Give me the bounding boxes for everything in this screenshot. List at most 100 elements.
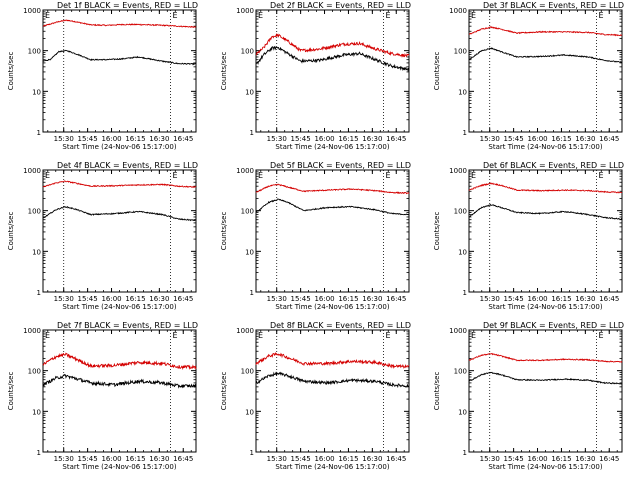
x-axis-label: Start Time (24-Nov-06 15:17:00) xyxy=(488,303,602,311)
x-tick-label: 15:30 xyxy=(480,455,500,463)
chart-panel-4: Det 4f BLACK = Events, RED = LLD Counts/s… xyxy=(7,161,198,311)
x-tick-label: 15:30 xyxy=(54,295,74,303)
y-tick-label: 1 xyxy=(463,449,467,457)
y-tick-label: 10 xyxy=(458,88,467,96)
plot-frame xyxy=(42,9,197,133)
x-tick-label: 15:45 xyxy=(504,135,524,143)
events-series-line xyxy=(255,198,410,216)
x-tick-label: 16:45 xyxy=(173,135,193,143)
lld-series-line xyxy=(468,182,623,194)
x-tick-label: 15:45 xyxy=(504,295,524,303)
x-tick-label: 16:00 xyxy=(527,455,547,463)
y-axis-label: Counts/sec xyxy=(220,212,228,251)
y-tick-label: 1 xyxy=(37,129,41,137)
y-tick-label: 100 xyxy=(241,48,254,56)
lld-series-line xyxy=(468,26,623,37)
y-tick-label: 1000 xyxy=(449,7,467,15)
x-axis-label: Start Time (24-Nov-06 15:17:00) xyxy=(62,143,176,151)
chart-panel-7: Det 7f BLACK = Events, RED = LLD Counts/s… xyxy=(7,321,198,471)
event-marker: E xyxy=(45,331,50,340)
x-axis-label: Start Time (24-Nov-06 15:17:00) xyxy=(62,303,176,311)
x-axis-label: Start Time (24-Nov-06 15:17:00) xyxy=(275,463,389,471)
x-tick-label: 15:45 xyxy=(291,295,311,303)
events-series-line xyxy=(255,45,410,73)
lld-series-line xyxy=(255,183,410,195)
lld-series-line xyxy=(42,19,197,29)
event-marker: E xyxy=(258,11,263,20)
y-axis-label: Counts/sec xyxy=(433,372,441,411)
chart-title: Det 6f BLACK = Events, RED = LLD xyxy=(483,161,624,170)
event-marker: E xyxy=(599,11,604,20)
events-series-line xyxy=(468,371,623,385)
y-tick-label: 10 xyxy=(245,408,254,416)
y-tick-label: 1000 xyxy=(236,327,254,335)
x-tick-label: 16:15 xyxy=(338,295,358,303)
x-tick-label: 15:30 xyxy=(267,455,287,463)
x-tick-label: 16:45 xyxy=(599,135,619,143)
x-tick-label: 16:00 xyxy=(314,135,334,143)
event-marker: E xyxy=(45,11,50,20)
x-tick-label: 16:30 xyxy=(149,455,169,463)
x-tick-label: 15:45 xyxy=(78,135,98,143)
events-series-line xyxy=(468,203,623,221)
plot-frame xyxy=(468,329,623,453)
x-tick-label: 16:15 xyxy=(551,135,571,143)
y-tick-label: 100 xyxy=(241,208,254,216)
chart-panel-5: Det 5f BLACK = Events, RED = LLD Counts/s… xyxy=(220,161,411,311)
x-tick-label: 15:30 xyxy=(54,455,74,463)
y-axis-label: Counts/sec xyxy=(433,212,441,251)
y-axis-label: Counts/sec xyxy=(220,372,228,411)
y-tick-label: 100 xyxy=(28,368,41,376)
y-axis-label: Counts/sec xyxy=(220,52,228,91)
event-marker: E xyxy=(45,171,50,180)
x-tick-label: 15:30 xyxy=(267,135,287,143)
chart-panel-2: Det 2f BLACK = Events, RED = LLD Counts/s… xyxy=(220,1,411,151)
x-tick-label: 16:45 xyxy=(386,135,406,143)
y-tick-label: 10 xyxy=(245,248,254,256)
x-tick-label: 16:30 xyxy=(362,295,382,303)
y-tick-label: 1000 xyxy=(449,167,467,175)
plot-frame xyxy=(255,9,410,133)
x-tick-label: 16:45 xyxy=(599,455,619,463)
lld-series-line xyxy=(468,352,623,363)
event-marker: E xyxy=(258,331,263,340)
lld-series-line xyxy=(42,180,197,189)
y-tick-label: 1 xyxy=(463,289,467,297)
x-tick-label: 16:00 xyxy=(101,455,121,463)
y-axis-label: Counts/sec xyxy=(433,52,441,91)
y-tick-label: 1000 xyxy=(236,167,254,175)
y-axis-label: Counts/sec xyxy=(7,52,15,91)
x-tick-label: 15:45 xyxy=(78,455,98,463)
event-marker: E xyxy=(258,171,263,180)
chart-panel-8: Det 8f BLACK = Events, RED = LLD Counts/s… xyxy=(220,321,411,471)
events-series-line xyxy=(42,205,197,222)
chart-panel-6: Det 6f BLACK = Events, RED = LLD Counts/s… xyxy=(433,161,624,311)
event-marker: E xyxy=(173,171,178,180)
events-series-line xyxy=(468,47,623,64)
event-marker: E xyxy=(386,171,391,180)
y-tick-label: 100 xyxy=(241,368,254,376)
events-series-line xyxy=(42,373,197,389)
lld-series-line xyxy=(255,32,410,58)
y-tick-label: 1000 xyxy=(236,7,254,15)
y-tick-label: 10 xyxy=(32,88,41,96)
x-axis-label: Start Time (24-Nov-06 15:17:00) xyxy=(488,463,602,471)
x-tick-label: 16:30 xyxy=(362,135,382,143)
chart-title: Det 2f BLACK = Events, RED = LLD xyxy=(270,1,411,10)
x-tick-label: 16:00 xyxy=(314,295,334,303)
y-tick-label: 1000 xyxy=(23,167,41,175)
y-tick-label: 10 xyxy=(458,248,467,256)
y-tick-label: 100 xyxy=(454,208,467,216)
event-marker: E xyxy=(471,171,476,180)
x-tick-label: 16:45 xyxy=(386,455,406,463)
x-tick-label: 16:30 xyxy=(149,135,169,143)
x-tick-label: 15:30 xyxy=(54,135,74,143)
y-tick-label: 1000 xyxy=(449,327,467,335)
plot-frame xyxy=(255,329,410,453)
chart-title: Det 1f BLACK = Events, RED = LLD xyxy=(57,1,198,10)
y-tick-label: 10 xyxy=(32,408,41,416)
y-tick-label: 100 xyxy=(454,48,467,56)
x-tick-label: 15:30 xyxy=(267,295,287,303)
chart-title: Det 8f BLACK = Events, RED = LLD xyxy=(270,321,411,330)
